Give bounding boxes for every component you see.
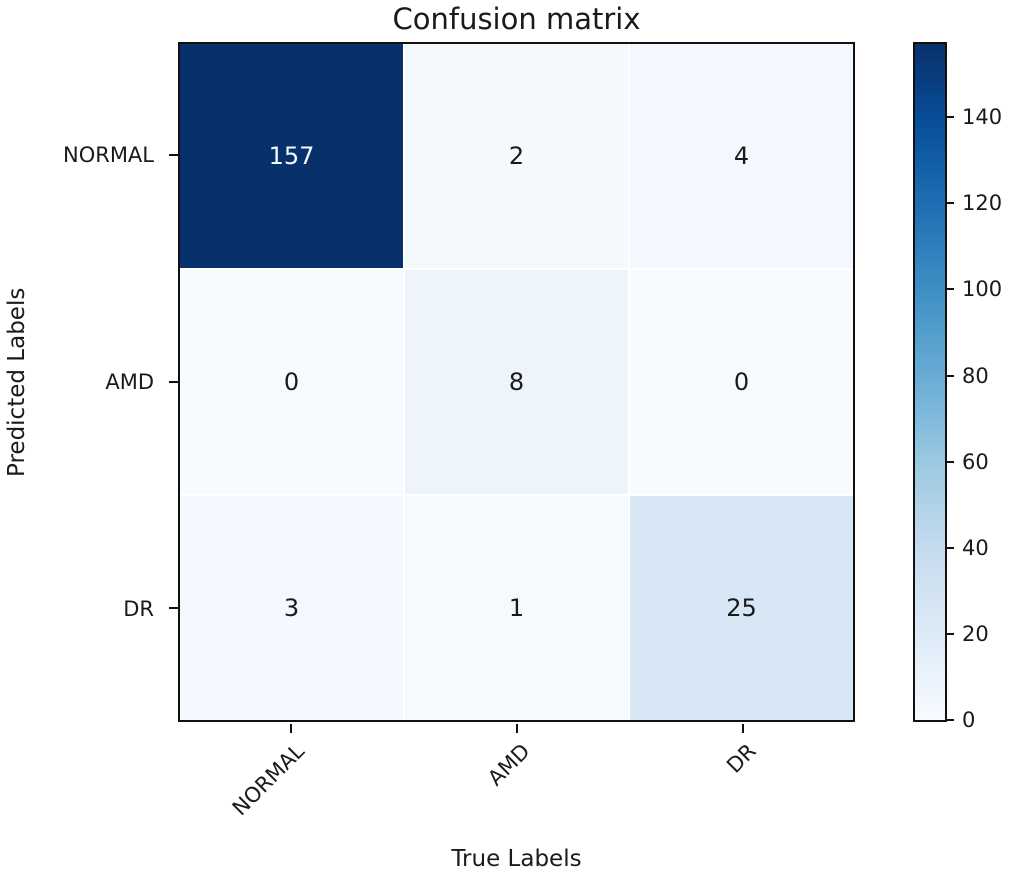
- colorbar-tick-label-5: 100: [962, 277, 1003, 302]
- colorbar-tick-mark-0: [945, 719, 954, 721]
- x-tick-mark-3: [742, 724, 744, 733]
- matrix-cell-r0c1: 2: [405, 44, 628, 268]
- colorbar: 0 20 40 60 80 100 120 140: [913, 42, 1002, 732]
- x-tick-label-normal: NORMAL: [227, 739, 309, 821]
- matrix-cell-r2c0: 3: [180, 496, 403, 720]
- colorbar-tick-label-7: 140: [962, 105, 1003, 130]
- matrix-cell-r0c2: 4: [630, 44, 853, 268]
- matrix-cell-r2c1: 1: [405, 496, 628, 720]
- matrix-cell-r1c1: 8: [405, 270, 628, 494]
- y-tick-mark-3: [169, 607, 178, 609]
- matrix-cell-r1c0: 0: [180, 270, 403, 494]
- chart-title: Confusion matrix: [392, 2, 641, 36]
- colorbar-tick-label-2: 40: [962, 535, 989, 560]
- matrix-cell-r0c0: 157: [180, 44, 403, 268]
- y-tick-label-normal: NORMAL: [62, 143, 154, 168]
- x-tick-mark-2: [516, 724, 518, 733]
- heatmap-grid: 157 2 4 0 8 0 3 1 25: [178, 42, 855, 722]
- colorbar-tick-mark-3: [945, 460, 954, 463]
- matrix-cell-r2c2: 25: [630, 496, 853, 720]
- y-tick-label-dr: DR: [123, 596, 154, 621]
- colorbar-tick-mark-4: [945, 374, 954, 377]
- colorbar-tick-mark-2: [945, 546, 954, 549]
- colorbar-tick-mark-6: [945, 202, 954, 205]
- y-tick-mark-2: [169, 381, 178, 383]
- colorbar-tick-mark-7: [945, 116, 954, 119]
- colorbar-tick-mark-5: [945, 288, 954, 291]
- colorbar-tick-mark-1: [945, 632, 954, 635]
- colorbar-tick-label-3: 60: [962, 449, 989, 474]
- colorbar-tick-label-4: 80: [962, 363, 989, 388]
- y-tick-mark-1: [169, 154, 178, 156]
- matrix-cell-r1c2: 0: [630, 270, 853, 494]
- x-tick-label-dr: DR: [722, 739, 761, 778]
- y-tick-labels: NORMAL AMD DR: [0, 42, 166, 722]
- colorbar-tick-label-1: 20: [962, 621, 989, 646]
- colorbar-tick-label-6: 120: [962, 191, 1003, 216]
- colorbar-tick-label-0: 0: [962, 708, 976, 732]
- colorbar-gradient: [915, 44, 945, 720]
- x-tick-mark-1: [290, 724, 292, 733]
- x-tick-label-amd: AMD: [483, 739, 535, 791]
- x-axis-title: True Labels: [451, 846, 582, 872]
- y-tick-label-amd: AMD: [105, 370, 154, 394]
